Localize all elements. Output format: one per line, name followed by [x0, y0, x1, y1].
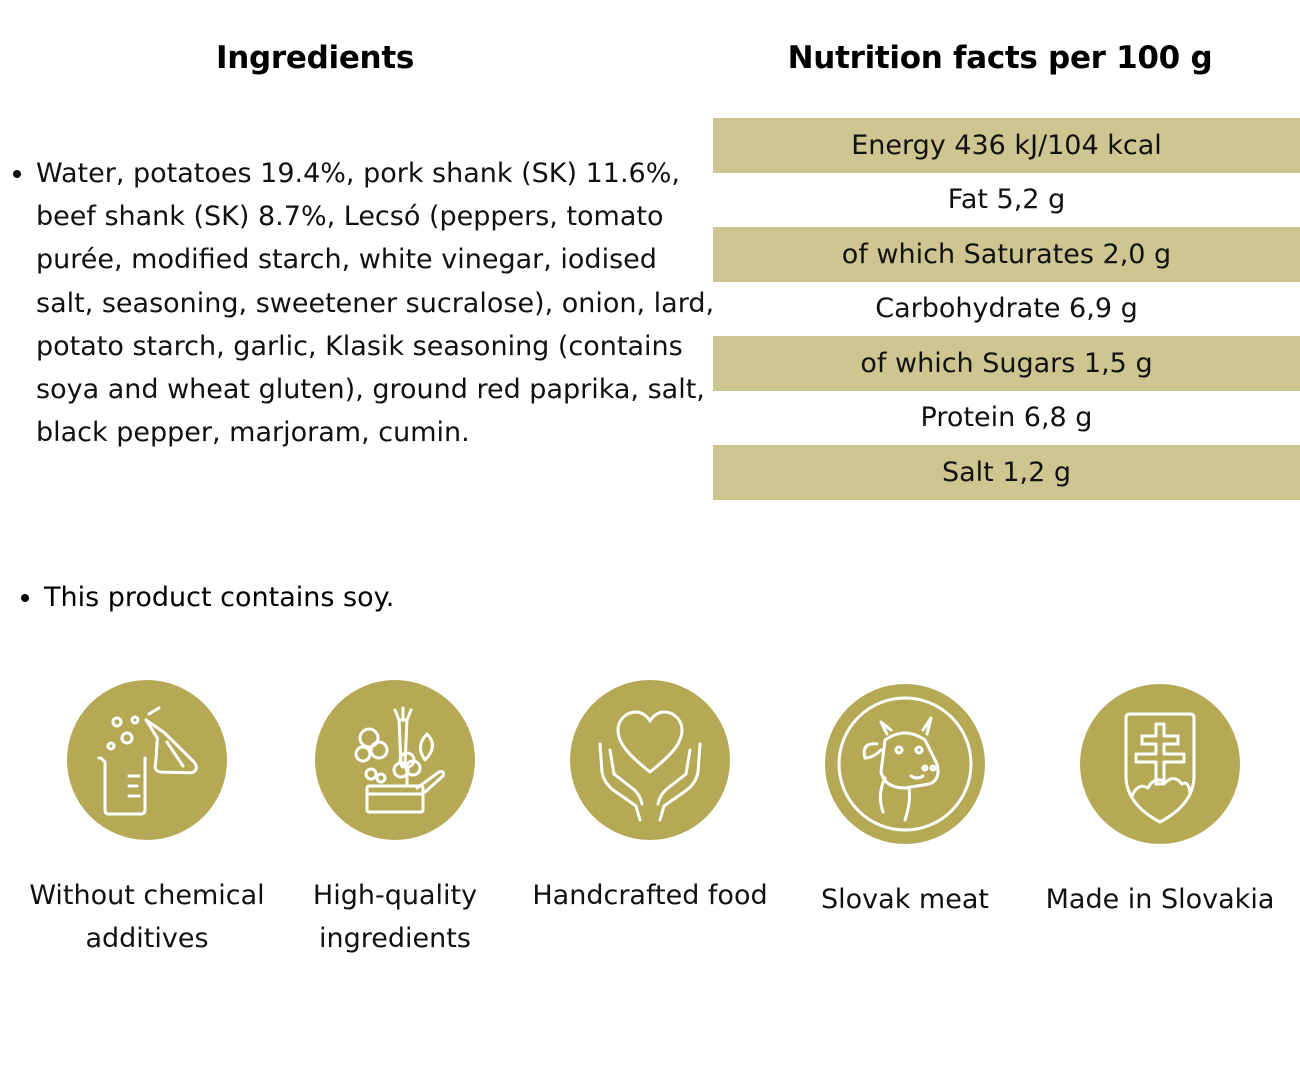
nutrition-row-carbohydrate: Carbohydrate 6,9 g [713, 281, 1300, 336]
slovak-coat-of-arms-icon [1124, 712, 1196, 824]
feature-badge [1080, 684, 1240, 844]
feature-label: Without chemical additives [29, 880, 265, 954]
feature-badge [315, 680, 475, 840]
feature-no-additives: Without chemical additives [17, 680, 277, 960]
ingredients-heading: Ingredients [216, 40, 414, 76]
ingredients-text: Water, potatoes 19.4%, pork shank (SK) 1… [36, 152, 716, 454]
nutrition-heading: Nutrition facts per 100 g [787, 40, 1213, 76]
cow-icon [837, 696, 973, 832]
nutrition-row-protein: Protein 6,8 g [713, 390, 1300, 445]
feature-label: Made in Slovakia [1045, 884, 1275, 915]
ingredients-list: Water, potatoes 19.4%, pork shank (SK) 1… [8, 152, 716, 454]
feature-badge [67, 680, 227, 840]
feature-badge [825, 684, 985, 844]
feature-label: High-quality ingredients [312, 880, 478, 954]
lab-flask-icon [97, 706, 198, 816]
nutrition-row-fat: Fat 5,2 g [713, 172, 1300, 227]
nutrition-row-sugars: of which Sugars 1,5 g [713, 336, 1300, 391]
nutrition-row-energy: Energy 436 kJ/104 kcal [713, 118, 1300, 173]
nutrition-row-salt: Salt 1,2 g [713, 445, 1300, 500]
feature-made-in-slovakia: Made in Slovakia [1030, 684, 1290, 921]
feature-label: Slovak meat [821, 884, 989, 915]
nutrition-row-saturates: of which Saturates 2,0 g [713, 227, 1300, 282]
feature-badge [570, 680, 730, 840]
feature-handcrafted: Handcrafted food [520, 680, 780, 917]
heart-in-hands-icon [598, 710, 702, 822]
feature-slovak-meat: Slovak meat [775, 684, 1035, 921]
vegetables-basket-icon [354, 706, 445, 814]
allergen-list: This product contains soy. [14, 578, 704, 618]
feature-high-quality: High-quality ingredients [265, 680, 525, 960]
nutrition-table: Energy 436 kJ/104 kcal Fat 5,2 g of whic… [713, 118, 1300, 500]
feature-label: Handcrafted food [532, 880, 768, 911]
allergen-note: This product contains soy. [44, 578, 704, 618]
